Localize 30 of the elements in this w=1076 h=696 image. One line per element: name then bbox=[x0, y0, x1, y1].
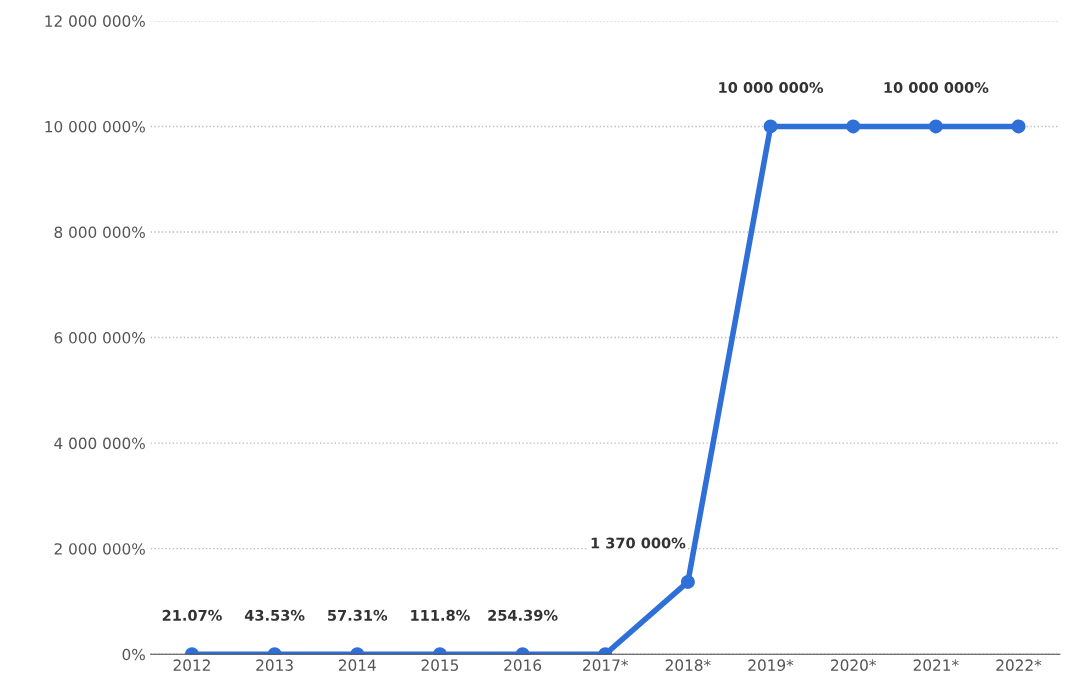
point bbox=[928, 119, 943, 134]
data-label: 57.31% bbox=[328, 609, 388, 621]
x-tick-label: 2018* bbox=[665, 659, 711, 671]
x-tick-label: 2020* bbox=[831, 659, 877, 671]
y-tick-label: 0% bbox=[122, 648, 145, 661]
data-label: 10 000 000% bbox=[719, 82, 824, 94]
data-label: 111.8% bbox=[411, 609, 470, 621]
x-tick-label: 2022* bbox=[996, 659, 1042, 671]
data-label: 10 000 000% bbox=[884, 82, 989, 94]
x-tick-label: 2016 bbox=[504, 659, 542, 671]
y-tick-label: 8 000 000% bbox=[54, 226, 145, 239]
x-tick-label: 2013 bbox=[256, 659, 293, 671]
y-tick-label: 6 000 000% bbox=[54, 332, 145, 344]
point bbox=[763, 119, 778, 134]
y-tick-label: 12 000 000% bbox=[45, 15, 145, 27]
x-tick-label: 2017* bbox=[583, 659, 629, 671]
data-label: 21.07% bbox=[162, 609, 222, 621]
x-tick-label: 2021* bbox=[913, 659, 959, 671]
y-tick-label: 4 000 000% bbox=[54, 437, 145, 450]
data-label: 43.53% bbox=[244, 609, 305, 621]
y-tick-label: 2 000 000% bbox=[54, 543, 145, 555]
x-tick-label: 2019* bbox=[748, 659, 794, 671]
data-label: 1 370 000% bbox=[591, 537, 686, 549]
point bbox=[846, 119, 861, 134]
y-tick-label: 10 000 000% bbox=[45, 120, 145, 133]
point bbox=[1011, 119, 1026, 134]
data-label: 254.39% bbox=[488, 609, 558, 621]
x-tick-label: 2014 bbox=[338, 659, 376, 671]
x-tick-label: 2012 bbox=[173, 659, 210, 671]
x-tick-label: 2015 bbox=[421, 659, 459, 671]
